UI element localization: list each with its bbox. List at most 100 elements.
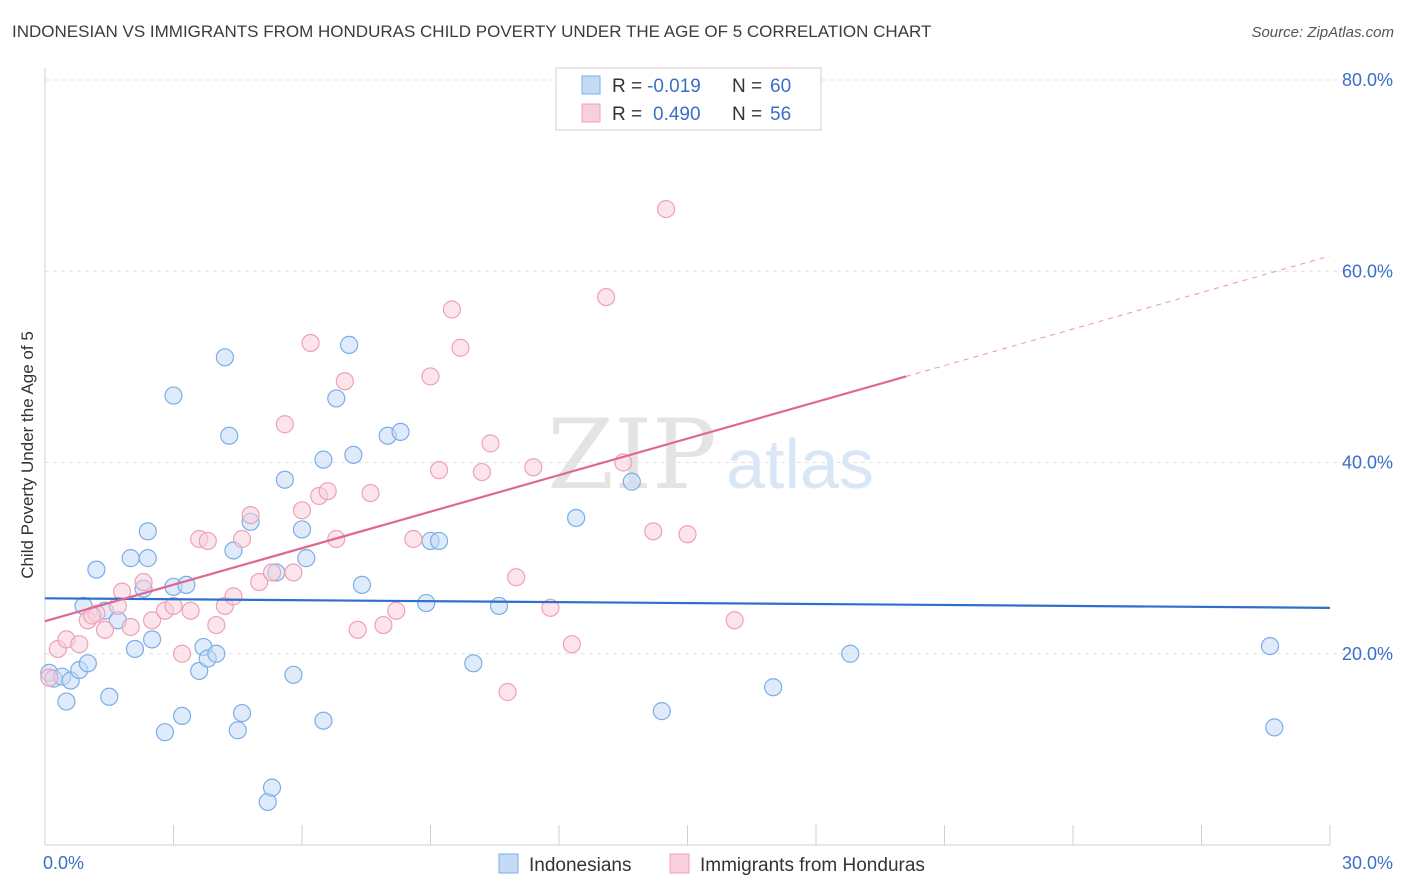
point-honduras xyxy=(207,615,226,635)
point-honduras xyxy=(361,484,380,503)
point-honduras xyxy=(562,635,581,654)
point-indonesians xyxy=(764,678,783,697)
point-indonesians xyxy=(622,472,641,491)
point-indonesians xyxy=(1265,718,1284,737)
bottom-legend-swatch-indonesians xyxy=(498,853,519,874)
point-honduras xyxy=(498,682,517,702)
legend-r-value-indonesians: -0.019 xyxy=(647,76,701,97)
point-honduras xyxy=(172,644,192,663)
point-honduras xyxy=(275,415,294,434)
x-tick-label: 0.0% xyxy=(43,853,84,873)
point-indonesians xyxy=(232,703,252,723)
point-indonesians xyxy=(429,531,449,551)
point-honduras xyxy=(597,287,616,307)
point-honduras xyxy=(241,505,260,525)
data-points xyxy=(40,199,1284,812)
point-indonesians xyxy=(142,630,162,649)
point-indonesians xyxy=(1260,636,1280,656)
trend-line-honduras-extension xyxy=(905,255,1331,377)
point-honduras xyxy=(250,572,269,592)
bottom-legend: Indonesians Immigrants from Honduras xyxy=(498,853,925,876)
point-indonesians xyxy=(87,560,106,579)
point-honduras xyxy=(284,563,303,582)
point-honduras xyxy=(232,529,252,549)
grid-lines xyxy=(45,79,1392,655)
point-indonesians xyxy=(567,508,586,528)
source-label: Source: ZipAtlas.com xyxy=(1251,24,1394,41)
point-honduras xyxy=(262,563,282,582)
watermark-atlas: atlas xyxy=(726,425,874,503)
point-honduras xyxy=(421,367,440,386)
point-indonesians xyxy=(78,654,97,673)
point-indonesians xyxy=(275,470,294,489)
point-indonesians xyxy=(172,706,192,726)
axes xyxy=(44,68,1331,846)
point-honduras xyxy=(164,596,183,616)
point-honduras xyxy=(95,620,115,639)
point-indonesians xyxy=(314,450,333,469)
chart-title: INDONESIAN VS IMMIGRANTS FROM HONDURAS C… xyxy=(12,22,932,41)
trend-line-indonesians xyxy=(44,597,1331,609)
point-honduras xyxy=(301,333,320,353)
point-indonesians xyxy=(327,389,346,408)
y-tick-label: 40.0% xyxy=(1342,453,1393,473)
y-tick-label: 60.0% xyxy=(1342,261,1393,281)
legend-n-value-honduras: 56 xyxy=(770,104,791,125)
tick-labels: 20.0% 40.0% 60.0% 80.0% 0.0% 30.0% xyxy=(43,70,1393,873)
legend-n-label: N = xyxy=(732,76,762,97)
point-honduras xyxy=(481,434,500,453)
x-tick-label: 30.0% xyxy=(1342,853,1393,873)
point-indonesians xyxy=(262,778,282,797)
point-honduras xyxy=(374,615,393,635)
y-tick-label: 80.0% xyxy=(1342,70,1393,90)
point-indonesians xyxy=(464,654,483,673)
point-honduras xyxy=(181,601,200,620)
watermark: ZIP atlas xyxy=(547,399,874,511)
point-honduras xyxy=(541,598,560,617)
point-honduras xyxy=(725,611,744,630)
point-honduras xyxy=(387,601,406,620)
legend-n-value-indonesians: 60 xyxy=(770,76,791,97)
point-honduras xyxy=(198,531,217,551)
point-honduras xyxy=(472,462,491,482)
point-indonesians xyxy=(841,644,860,663)
point-indonesians xyxy=(652,702,671,721)
point-honduras xyxy=(318,482,337,501)
point-indonesians xyxy=(57,692,76,711)
legend-swatch-honduras xyxy=(581,103,601,123)
point-honduras xyxy=(656,199,676,219)
point-honduras xyxy=(40,668,59,687)
point-indonesians xyxy=(352,575,372,595)
legend-n-label: N = xyxy=(732,104,762,125)
point-indonesians xyxy=(125,639,145,659)
legend-r-value-honduras: 0.490 xyxy=(653,104,701,125)
point-indonesians xyxy=(121,549,140,568)
point-honduras xyxy=(678,525,697,544)
point-indonesians xyxy=(138,549,157,568)
point-indonesians xyxy=(228,721,247,740)
point-indonesians xyxy=(138,522,157,541)
trend-lines xyxy=(44,255,1331,623)
legend-r-label: R = xyxy=(612,104,642,125)
point-indonesians xyxy=(314,711,333,730)
point-indonesians xyxy=(100,687,119,706)
point-indonesians xyxy=(417,593,436,613)
point-honduras xyxy=(335,372,354,391)
point-indonesians xyxy=(292,520,312,539)
point-indonesians xyxy=(220,426,239,445)
point-indonesians xyxy=(190,661,209,681)
trend-line-honduras xyxy=(44,375,907,623)
point-indonesians xyxy=(164,386,183,405)
point-honduras xyxy=(442,300,462,319)
point-honduras xyxy=(404,529,423,549)
point-indonesians xyxy=(344,445,363,464)
bottom-legend-indonesians: Indonesians xyxy=(529,855,631,876)
point-honduras xyxy=(134,572,153,592)
point-indonesians xyxy=(489,596,509,616)
point-honduras xyxy=(524,458,543,477)
point-indonesians xyxy=(155,723,175,742)
point-indonesians xyxy=(340,335,359,354)
point-honduras xyxy=(507,568,526,587)
point-honduras xyxy=(348,620,367,639)
